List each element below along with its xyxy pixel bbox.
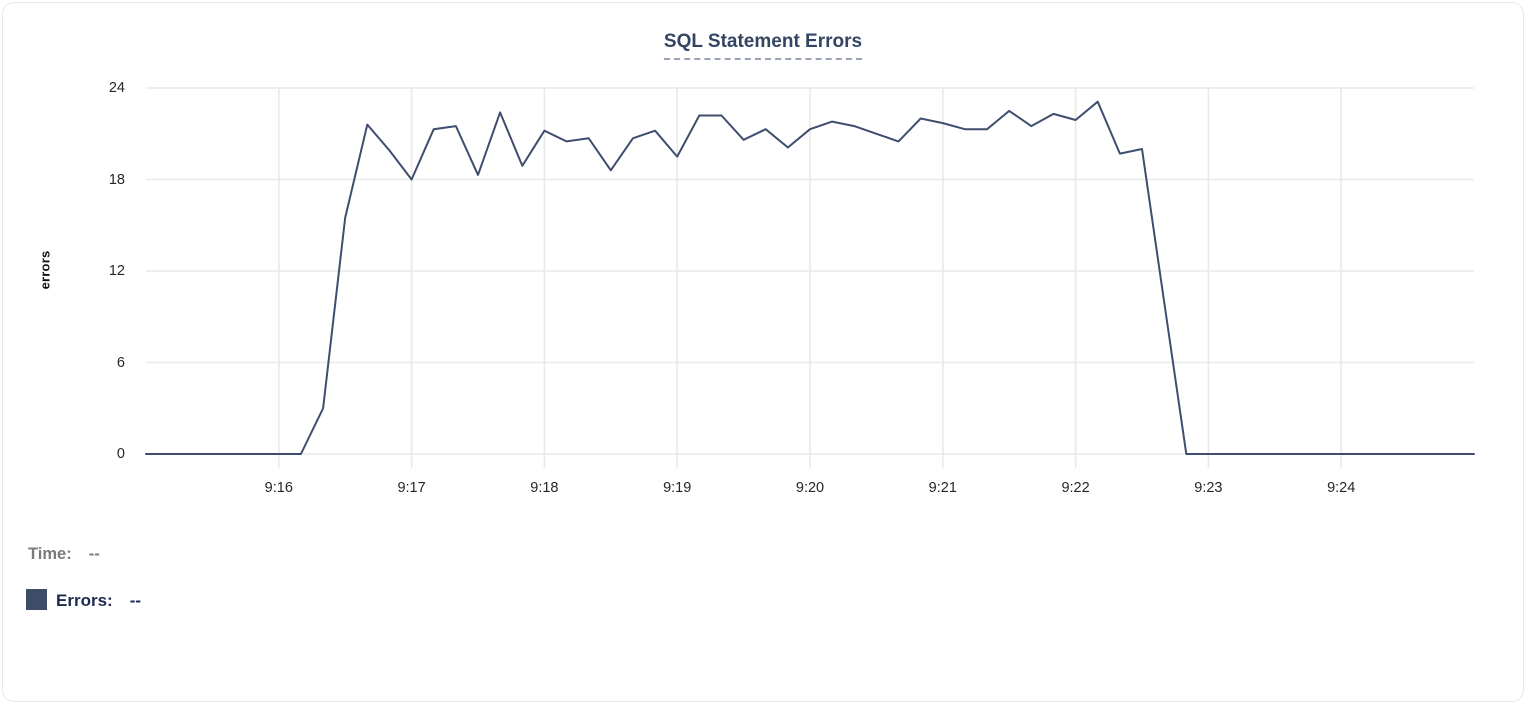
x-tick-label: 9:21: [928, 480, 957, 496]
x-tick-label: 9:16: [264, 480, 293, 496]
x-tick-label: 9:18: [530, 480, 559, 496]
tooltip-errors-value: --: [129, 591, 142, 610]
x-tick-label: 9:22: [1061, 480, 1090, 496]
tooltip-errors-row: Errors: --: [26, 589, 141, 611]
y-tick-label: 0: [116, 446, 125, 462]
tooltip-time-label: Time:: [28, 545, 72, 563]
y-tick-label: 18: [108, 171, 125, 188]
x-tick-label: 9:20: [795, 480, 825, 496]
y-tick-label: 12: [108, 263, 125, 279]
chart-header: SQL Statement Errors: [3, 31, 1523, 60]
x-tick-label: 9:17: [397, 480, 426, 496]
plot-area[interactable]: [145, 87, 1475, 468]
x-tick-label: 9:24: [1327, 480, 1356, 496]
tooltip-time-row: Time: --: [28, 545, 100, 564]
tooltip-errors-label: Errors:: [56, 591, 113, 610]
x-tick-label: 9:23: [1194, 480, 1223, 496]
y-tick-label: 6: [116, 354, 125, 371]
y-tick-label: 24: [108, 80, 125, 96]
tooltip-time-value: --: [88, 545, 100, 563]
errors-series-line[interactable]: [145, 100, 1475, 455]
chart-title[interactable]: SQL Statement Errors: [663, 31, 863, 60]
x-tick-label: 9:19: [663, 480, 692, 496]
errors-series-swatch: [26, 589, 47, 610]
errors-line-chart[interactable]: [145, 87, 1475, 468]
